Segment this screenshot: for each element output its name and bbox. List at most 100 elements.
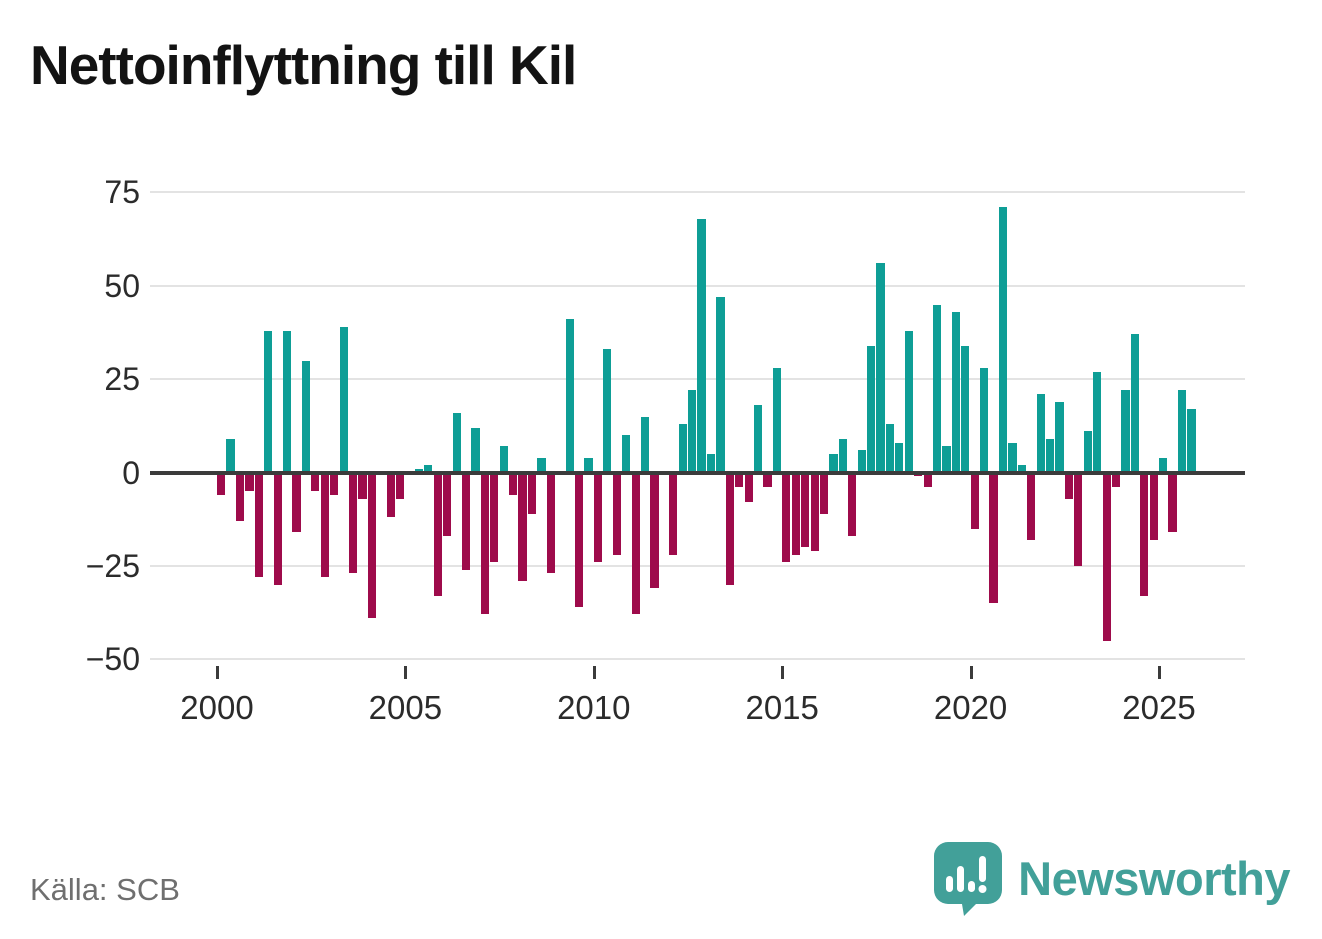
bar-2014-q1 xyxy=(744,472,753,503)
bar-2011-q3 xyxy=(650,472,659,589)
bar-2008-q1 xyxy=(518,472,527,581)
bar-2019-q3 xyxy=(951,311,961,473)
bar-2013-q1 xyxy=(706,453,716,473)
bar-2022-q3 xyxy=(1064,472,1074,499)
bar-2025-q1 xyxy=(1159,457,1168,473)
bar-2016-q1 xyxy=(819,472,829,514)
bar-2010-q2 xyxy=(603,349,612,473)
bar-2024-q3 xyxy=(1140,472,1149,596)
bar-2004-q3 xyxy=(386,472,395,518)
bar-2024-q1 xyxy=(1121,390,1130,473)
y-axis-label: 0 xyxy=(122,454,140,491)
bar-2017-q1 xyxy=(857,450,866,473)
x-axis-label: 2005 xyxy=(368,689,443,726)
newsworthy-logo: Newsworthy xyxy=(932,840,1290,916)
bar-2011-q2 xyxy=(640,416,650,473)
x-axis-label: 2010 xyxy=(557,689,631,726)
bar-2002-q1 xyxy=(292,472,301,533)
bar-2010-q4 xyxy=(622,435,631,473)
bar-2020-q4 xyxy=(998,207,1008,473)
bar-2012-q1 xyxy=(669,472,678,555)
x-axis-tick-2015 xyxy=(781,666,785,679)
newsworthy-wordmark: Newsworthy xyxy=(1018,851,1290,905)
bar-2025-q4 xyxy=(1187,409,1196,473)
x-axis-tick-2025 xyxy=(1158,666,1161,679)
bar-2016-q2 xyxy=(829,453,838,473)
bar-2014-q3 xyxy=(763,472,772,488)
bar-2017-q2 xyxy=(867,345,876,473)
bar-2010-q3 xyxy=(612,472,621,555)
bar-2003-q1 xyxy=(330,472,339,495)
bar-2006-q1 xyxy=(443,472,452,536)
bar-2019-q4 xyxy=(961,345,970,473)
bar-2004-q4 xyxy=(396,472,405,499)
bar-2007-q1 xyxy=(480,472,490,615)
source-note: Källa: SCB xyxy=(30,872,180,907)
bar-2020-q2 xyxy=(980,367,989,473)
bar-2021-q1 xyxy=(1008,442,1017,473)
bar-2009-q3 xyxy=(575,472,584,607)
page-title: Nettoinflyttning till Kil xyxy=(30,34,577,96)
y-axis-label: −50 xyxy=(85,641,140,678)
bar-2003-q2 xyxy=(339,326,348,473)
bar-2007-q3 xyxy=(499,446,508,473)
x-axis-label: 2015 xyxy=(745,689,819,726)
x-axis-label: 2000 xyxy=(180,689,254,726)
x-axis-tick-2010 xyxy=(592,666,596,679)
x-axis-label: 2025 xyxy=(1122,689,1196,726)
x-axis-zero-line xyxy=(150,470,1245,475)
x-axis-tick-2020 xyxy=(969,666,973,679)
bar-2015-q4 xyxy=(810,472,819,551)
bar-2018-q1 xyxy=(895,442,904,473)
bar-2000-q2 xyxy=(226,438,235,473)
y-axis-label: −25 xyxy=(85,547,140,584)
bar-2005-q3 xyxy=(424,465,433,473)
bar-2000-q3 xyxy=(235,472,245,521)
bar-2023-q3 xyxy=(1102,472,1111,641)
bar-2024-q4 xyxy=(1149,472,1158,540)
bar-2007-q4 xyxy=(509,472,518,495)
bar-2021-q3 xyxy=(1027,472,1036,540)
x-axis-label: 2020 xyxy=(933,689,1008,726)
bar-2024-q2 xyxy=(1130,334,1139,473)
bar-2014-q2 xyxy=(753,405,763,473)
gridline-−25 xyxy=(150,564,1245,567)
bar-2000-q1 xyxy=(217,472,226,495)
bar-2019-q1 xyxy=(932,304,942,473)
bar-2019-q2 xyxy=(942,446,951,473)
bar-2010-q1 xyxy=(593,472,603,563)
bar-2001-q1 xyxy=(254,472,263,578)
gridline-−50 xyxy=(150,658,1245,661)
bar-2006-q3 xyxy=(461,472,471,570)
bar-2009-q2 xyxy=(565,319,574,473)
bar-2022-q4 xyxy=(1074,472,1083,566)
bar-2003-q4 xyxy=(358,472,367,499)
bar-2004-q1 xyxy=(367,472,376,619)
bar-2018-q2 xyxy=(904,330,913,473)
bar-2015-q1 xyxy=(782,472,791,563)
bar-2012-q2 xyxy=(678,424,687,473)
bar-2012-q3 xyxy=(688,390,697,473)
x-axis-tick-2000 xyxy=(216,666,219,679)
bar-2002-q3 xyxy=(311,472,320,492)
bar-2001-q4 xyxy=(282,330,292,473)
bar-2003-q3 xyxy=(348,472,358,574)
bar-2023-q2 xyxy=(1093,371,1102,473)
bar-2002-q4 xyxy=(320,472,329,578)
gridline-75 xyxy=(150,191,1245,194)
bar-2001-q3 xyxy=(273,472,282,585)
bar-2022-q1 xyxy=(1046,438,1055,473)
bar-2021-q4 xyxy=(1036,394,1045,473)
bar-2017-q3 xyxy=(876,263,885,473)
bar-2020-q3 xyxy=(989,472,998,604)
bar-2015-q3 xyxy=(801,472,810,548)
bar-2016-q3 xyxy=(838,438,847,473)
bar-2013-q3 xyxy=(725,472,734,585)
bar-2017-q4 xyxy=(885,424,895,473)
bar-2021-q2 xyxy=(1017,465,1026,473)
bar-2008-q4 xyxy=(546,472,555,574)
bar-2013-q2 xyxy=(716,297,725,473)
bar-2008-q2 xyxy=(527,472,537,514)
bar-2008-q3 xyxy=(537,457,546,473)
